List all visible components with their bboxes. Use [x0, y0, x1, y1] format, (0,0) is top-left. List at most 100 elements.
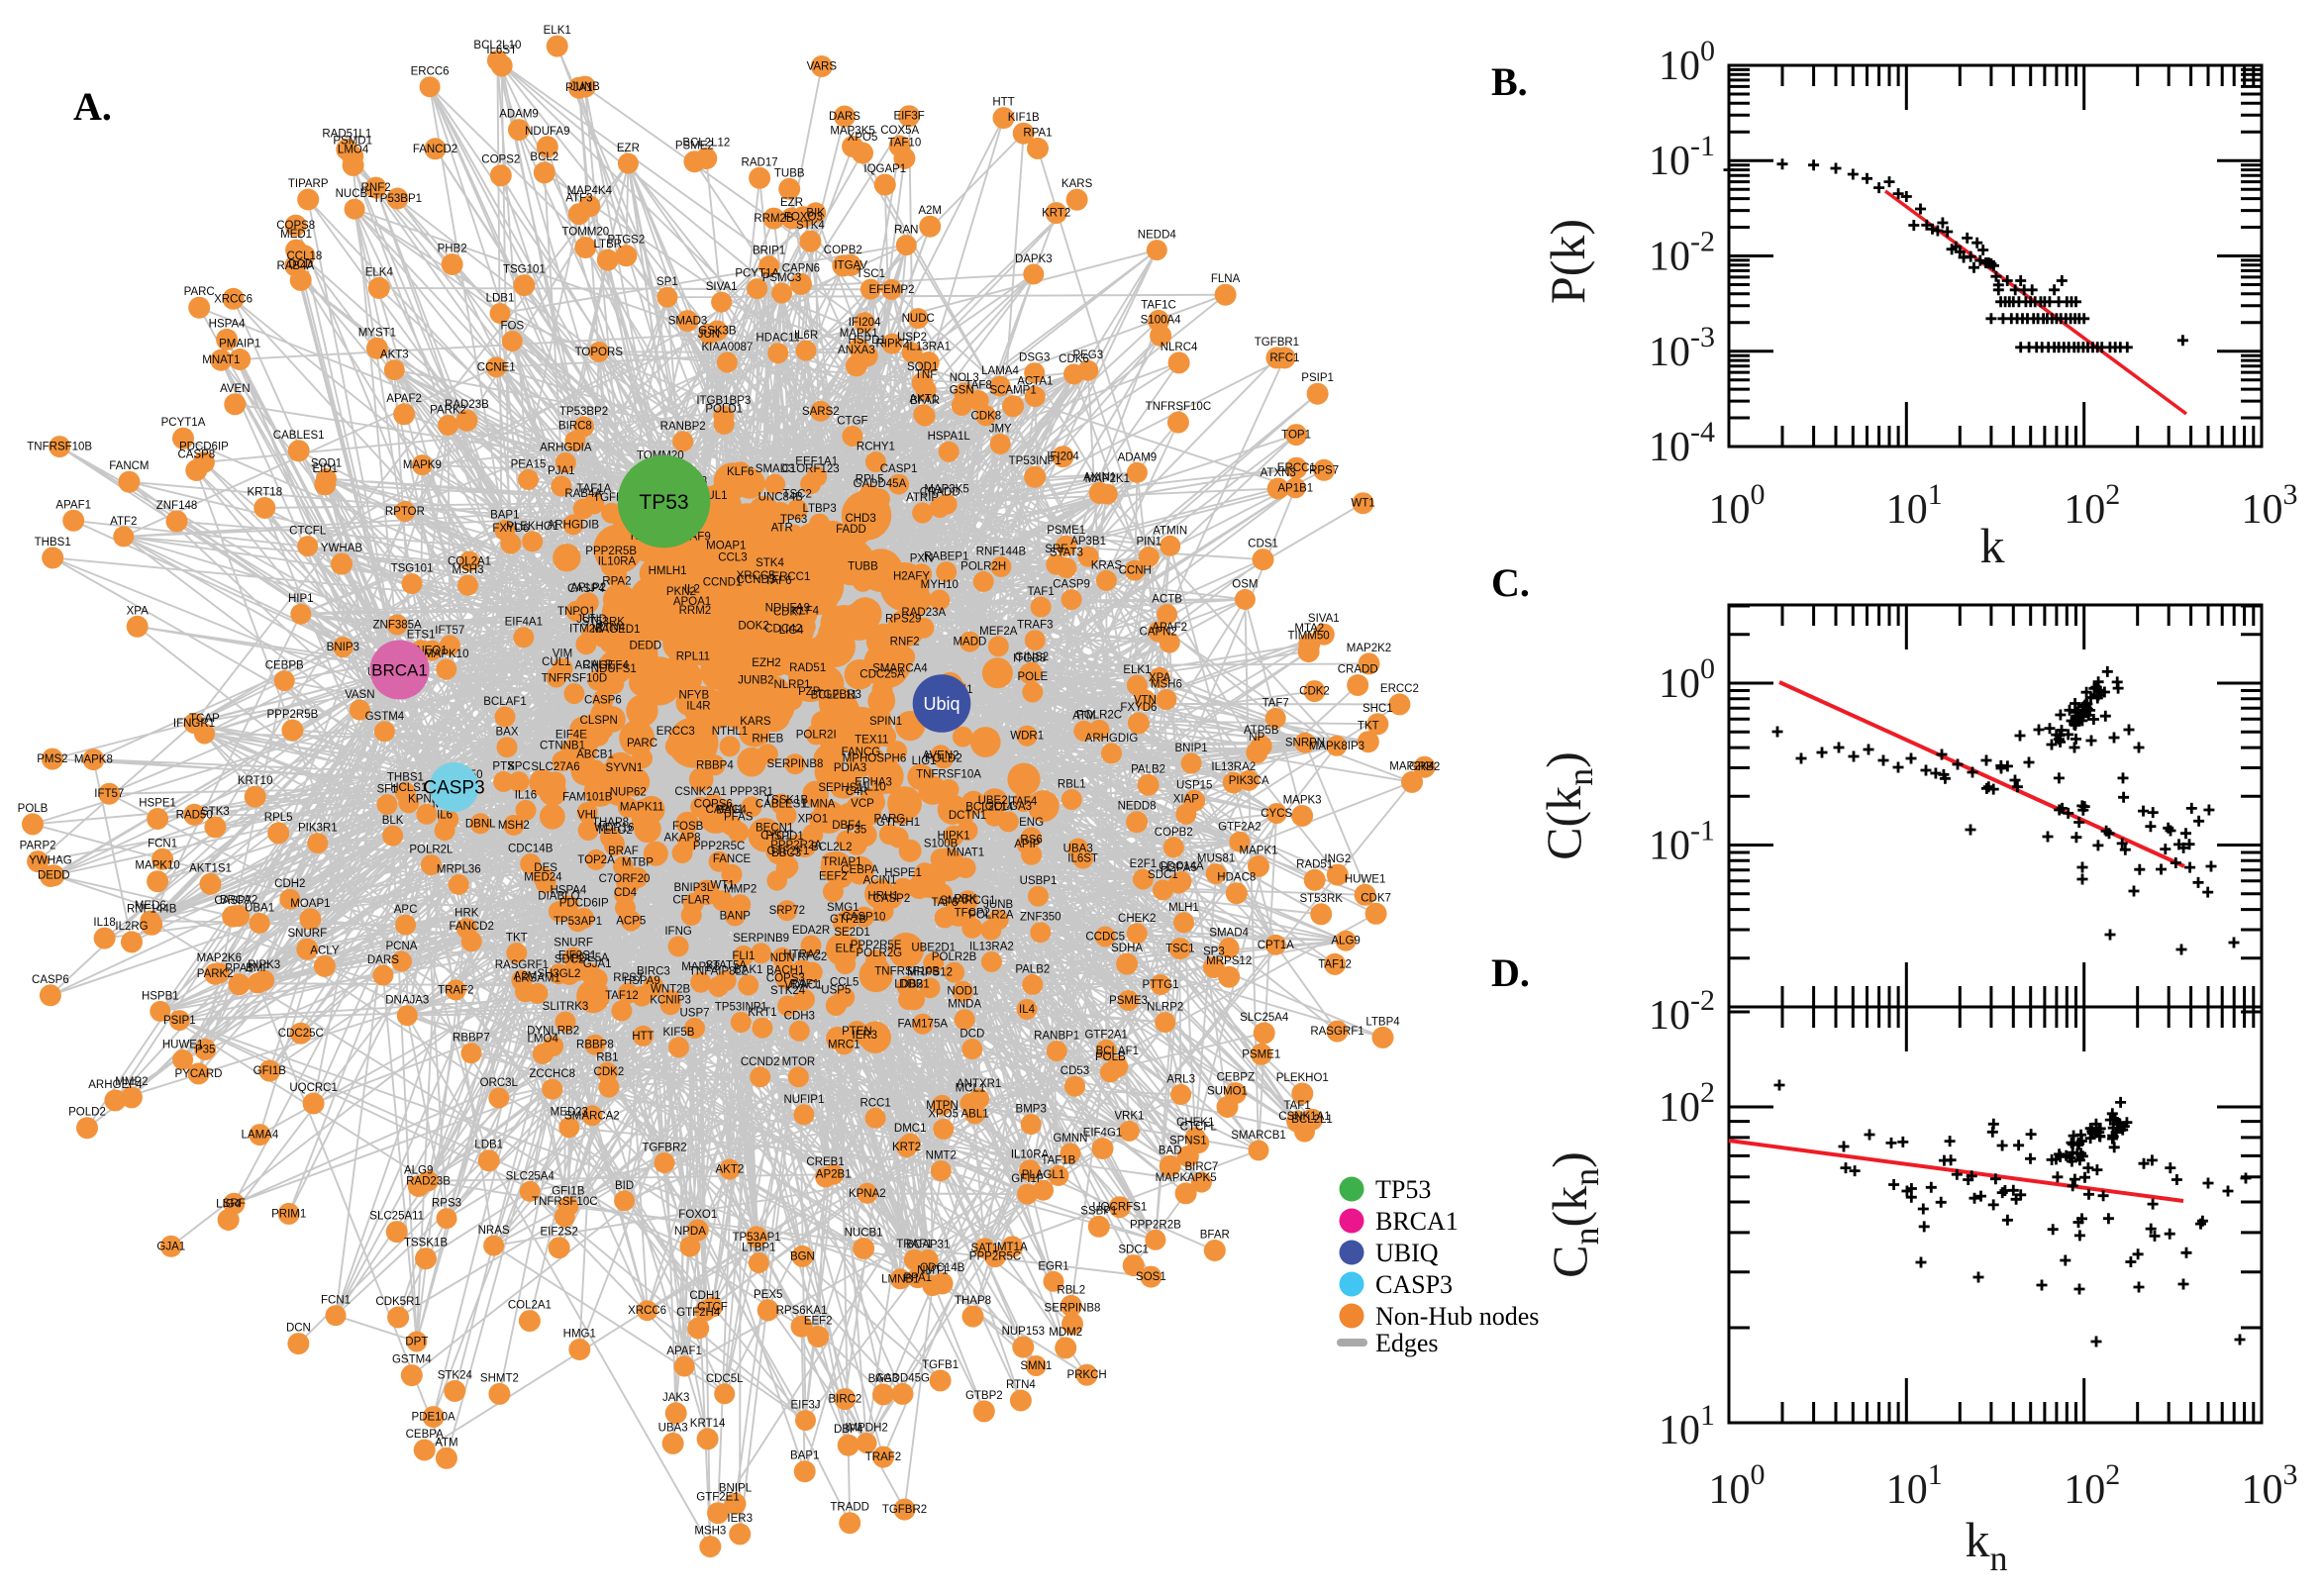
svg-text:CDK2: CDK2: [594, 1066, 625, 1078]
svg-text:CFLAR: CFLAR: [672, 894, 710, 906]
svg-text:POLR2G: POLR2G: [856, 948, 902, 959]
svg-text:VIM: VIM: [553, 648, 572, 659]
svg-text:ELK1: ELK1: [1123, 664, 1151, 676]
svg-text:RCHY1: RCHY1: [857, 442, 895, 453]
svg-text:PSME2: PSME2: [675, 141, 714, 152]
svg-text:FANCD2: FANCD2: [413, 144, 457, 155]
svg-text:CEBPZ: CEBPZ: [1217, 1072, 1255, 1084]
svg-text:POLR2A: POLR2A: [968, 909, 1014, 921]
svg-text:TNFRSF10D: TNFRSF10D: [542, 673, 607, 685]
svg-text:PIN1: PIN1: [1137, 537, 1162, 549]
svg-text:JAK3: JAK3: [662, 1392, 690, 1404]
svg-text:TGFBR2: TGFBR2: [882, 1504, 927, 1516]
svg-text:PMAIP1: PMAIP1: [219, 339, 260, 350]
svg-text:SMARCB1: SMARCB1: [1231, 1130, 1286, 1142]
svg-text:103: 103: [2242, 1458, 2298, 1513]
svg-text:TGFBR1: TGFBR1: [1255, 337, 1299, 349]
svg-text:FOSB: FOSB: [672, 821, 704, 833]
svg-text:LIG4: LIG4: [779, 625, 805, 637]
svg-text:BCLAF1: BCLAF1: [483, 696, 526, 708]
svg-text:SERPINB9: SERPINB9: [733, 933, 789, 945]
svg-text:GADD45A: GADD45A: [854, 478, 907, 490]
svg-text:PPA1: PPA1: [225, 963, 253, 975]
svg-text:NRAS: NRAS: [478, 1225, 510, 1237]
svg-text:TRADD: TRADD: [830, 1502, 869, 1514]
svg-text:MPHOSPH6: MPHOSPH6: [843, 752, 907, 764]
svg-text:THAP8: THAP8: [955, 1295, 991, 1307]
svg-text:CDK7: CDK7: [773, 606, 804, 618]
svg-text:S100A4: S100A4: [1141, 315, 1182, 327]
svg-text:kn: kn: [1966, 1512, 2008, 1578]
svg-text:HDAC11: HDAC11: [756, 333, 800, 345]
svg-text:KRT18: KRT18: [248, 487, 283, 499]
svg-text:TKT: TKT: [1358, 721, 1379, 733]
svg-text:XPA: XPA: [1149, 672, 1170, 684]
svg-text:MAPK1: MAPK1: [840, 328, 878, 340]
svg-text:TOP1: TOP1: [1281, 430, 1311, 442]
svg-text:TCAP: TCAP: [189, 713, 220, 725]
svg-text:BMP3: BMP3: [1016, 1104, 1047, 1116]
svg-text:POLD2: POLD2: [68, 1107, 106, 1119]
svg-text:RPS6KA1: RPS6KA1: [776, 1305, 828, 1317]
svg-text:RNF2: RNF2: [361, 182, 391, 194]
svg-text:RAD23B: RAD23B: [406, 1175, 451, 1187]
svg-text:ERCC1: ERCC1: [771, 571, 810, 583]
svg-text:ARHGDIB: ARHGDIB: [548, 519, 600, 531]
svg-text:LMNA: LMNA: [804, 798, 836, 810]
svg-text:HSPD1: HSPD1: [765, 831, 803, 843]
svg-text:RAD17: RAD17: [742, 156, 778, 168]
svg-text:PCNA: PCNA: [386, 941, 418, 952]
svg-text:PARG: PARG: [874, 814, 906, 826]
svg-text:FXYD6: FXYD6: [1120, 702, 1157, 714]
svg-text:EIF4G1: EIF4G1: [1083, 1128, 1123, 1140]
svg-text:PSME1: PSME1: [1242, 1048, 1280, 1060]
svg-text:APC: APC: [394, 904, 418, 916]
svg-text:POLR2L: POLR2L: [409, 845, 454, 856]
svg-text:PTTG1: PTTG1: [1142, 979, 1178, 991]
svg-text:BAP1: BAP1: [790, 1450, 819, 1462]
svg-text:BCL2L1: BCL2L1: [1291, 1114, 1333, 1126]
svg-text:TGFBR3: TGFBR3: [817, 689, 861, 701]
svg-text:BCL2L11: BCL2L11: [811, 690, 858, 702]
svg-text:CCND2: CCND2: [741, 1056, 780, 1068]
svg-text:SNURF: SNURF: [554, 937, 593, 948]
svg-text:BNIP1: BNIP1: [1174, 743, 1207, 754]
svg-text:BAK1: BAK1: [734, 964, 762, 976]
svg-text:MAGED1: MAGED1: [592, 624, 641, 636]
svg-text:DBNL: DBNL: [465, 818, 496, 830]
svg-text:BCL2L10: BCL2L10: [473, 40, 521, 51]
svg-text:MAPK3: MAPK3: [1283, 795, 1322, 807]
svg-text:VCP: VCP: [851, 798, 874, 810]
svg-text:RIPK3: RIPK3: [248, 959, 280, 971]
svg-text:CDH1: CDH1: [689, 1290, 720, 1302]
svg-text:AKT2: AKT2: [716, 1164, 745, 1176]
svg-text:TAF1A: TAF1A: [576, 483, 611, 495]
svg-text:MNDA: MNDA: [948, 999, 981, 1011]
svg-text:SIVA1: SIVA1: [706, 281, 738, 293]
svg-text:TAF1: TAF1: [1283, 1100, 1310, 1112]
svg-text:PLAGL1: PLAGL1: [1022, 1169, 1064, 1181]
svg-text:BNIPL: BNIPL: [719, 1482, 753, 1494]
svg-text:SMN1: SMN1: [1020, 1360, 1052, 1372]
svg-text:MADD: MADD: [953, 637, 986, 648]
svg-text:PPP2R5B: PPP2R5B: [585, 546, 637, 557]
svg-text:MOAP1: MOAP1: [706, 540, 746, 551]
svg-text:MRC1: MRC1: [828, 1039, 860, 1050]
svg-text:ERCC3: ERCC3: [656, 726, 695, 738]
svg-text:TGFBR2: TGFBR2: [642, 1143, 686, 1154]
svg-text:IL18: IL18: [93, 917, 115, 929]
svg-text:CAPN2: CAPN2: [1140, 626, 1177, 638]
svg-text:TNFRSF10B: TNFRSF10B: [874, 965, 940, 977]
svg-text:PXN: PXN: [910, 553, 934, 565]
svg-text:RASGRF1: RASGRF1: [495, 959, 549, 971]
svg-text:TP53INP1: TP53INP1: [1009, 455, 1061, 467]
svg-text:PPP2R5E: PPP2R5E: [851, 940, 902, 951]
svg-text:ERCC1: ERCC1: [1277, 462, 1316, 474]
svg-text:AP3B1: AP3B1: [1070, 536, 1106, 548]
svg-text:CSNK1A1: CSNK1A1: [1278, 1111, 1330, 1123]
svg-text:TNFRSF10B: TNFRSF10B: [27, 442, 92, 453]
svg-text:HSPD1: HSPD1: [849, 335, 886, 347]
svg-text:EIF3J: EIF3J: [790, 1400, 820, 1412]
svg-text:KIF5B: KIF5B: [663, 1027, 695, 1039]
svg-text:TSC1: TSC1: [857, 268, 885, 280]
